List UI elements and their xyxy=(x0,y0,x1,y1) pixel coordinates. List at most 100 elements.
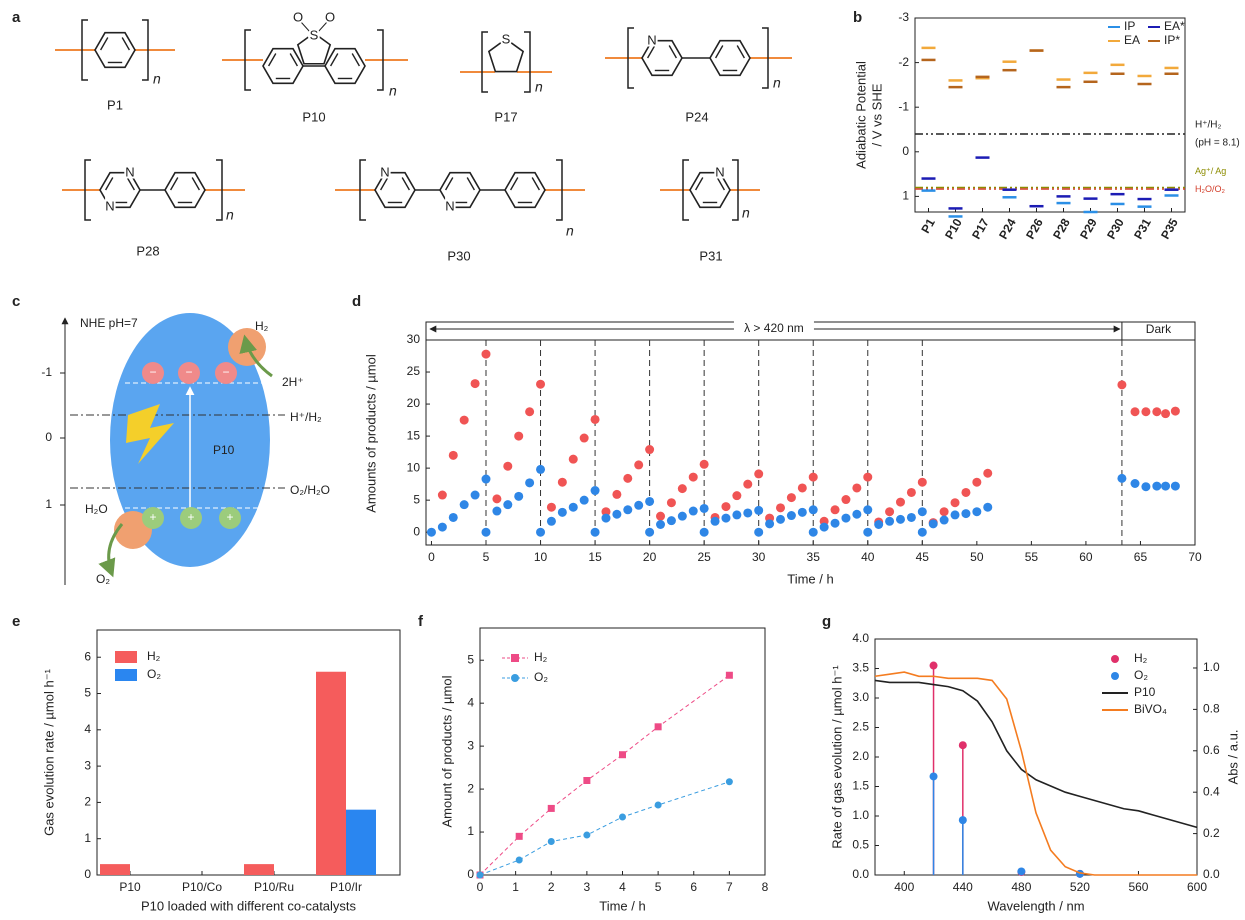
polymer-name: P1 xyxy=(107,97,123,112)
y-axis-label: Amount of products / µmol xyxy=(439,675,454,827)
y-axis-label: Amounts of products / µmol xyxy=(363,354,378,513)
point xyxy=(568,502,578,512)
point xyxy=(906,487,916,497)
point xyxy=(688,506,698,516)
ring xyxy=(296,32,332,65)
y-tick-label: -2 xyxy=(898,55,909,69)
electron-sign: − xyxy=(222,365,229,379)
axis-tick-label: -1 xyxy=(41,365,52,379)
hole-sign: + xyxy=(187,510,194,524)
double-bond xyxy=(289,53,299,67)
point xyxy=(906,512,916,522)
point xyxy=(448,450,458,460)
point xyxy=(623,505,633,515)
ring xyxy=(689,171,731,209)
x-axis-label: Wavelength / nm xyxy=(987,898,1084,913)
point xyxy=(808,527,818,537)
axis-tick-label: 1 xyxy=(45,497,52,511)
hole xyxy=(142,507,164,529)
point xyxy=(601,513,611,523)
x-tick-label: 70 xyxy=(1188,550,1202,564)
point xyxy=(808,472,818,482)
double-bond xyxy=(694,177,704,191)
point xyxy=(1161,481,1171,491)
point xyxy=(743,479,753,489)
y-tick-label: 3 xyxy=(467,738,474,752)
bracket xyxy=(732,159,739,221)
point xyxy=(786,493,796,503)
x-tick-label: 7 xyxy=(726,880,733,894)
x-tick-label: 50 xyxy=(970,550,984,564)
x-tick-label: 440 xyxy=(953,880,973,894)
point xyxy=(721,502,731,512)
x-tick-label: P17 xyxy=(969,216,992,242)
point xyxy=(568,454,578,464)
structure: n P24 N xyxy=(605,27,792,124)
double-bond xyxy=(509,177,519,191)
atom-label: N xyxy=(125,164,134,179)
y-tick-label: 2 xyxy=(467,781,474,795)
point xyxy=(765,519,775,529)
y-tick-label: 10 xyxy=(407,460,421,474)
point xyxy=(852,483,862,493)
x-axis-label: Time / h xyxy=(787,571,833,586)
so-bond xyxy=(300,21,311,33)
point xyxy=(950,510,960,520)
point xyxy=(688,472,698,482)
legend-label: IP* xyxy=(1164,33,1180,47)
electron xyxy=(178,362,200,384)
point xyxy=(437,490,447,500)
level-label: O₂/H₂O xyxy=(290,483,330,497)
point xyxy=(525,478,535,488)
point xyxy=(830,518,840,528)
x-tick-label: P29 xyxy=(1077,216,1100,242)
plot-frame xyxy=(914,17,1186,213)
x-tick-label: 65 xyxy=(1134,550,1148,564)
polymer-name: P10 xyxy=(302,109,325,124)
panel-label: a xyxy=(12,9,21,26)
point xyxy=(437,522,447,532)
y-tick-label: 20 xyxy=(407,396,421,410)
legend-marker xyxy=(1111,672,1119,680)
point xyxy=(841,513,851,523)
atom-label: N xyxy=(445,198,454,213)
legend-label: O₂ xyxy=(1134,668,1148,682)
plot-frame xyxy=(874,638,1198,876)
point xyxy=(917,527,927,537)
x-tick-label: P1 xyxy=(918,216,938,236)
legend-marker xyxy=(1111,655,1119,663)
level-label: H⁺/H₂ xyxy=(290,410,322,424)
legend-marker xyxy=(511,674,519,682)
point xyxy=(677,484,687,494)
point xyxy=(732,510,742,520)
marker xyxy=(547,837,555,845)
point xyxy=(623,473,633,483)
x-tick-label: P10 xyxy=(119,880,141,894)
point xyxy=(721,513,731,523)
y-tick-label: 1 xyxy=(902,189,909,203)
point xyxy=(852,509,862,519)
double-bond xyxy=(714,45,724,59)
y-tick-label: 0 xyxy=(467,867,474,881)
point xyxy=(885,507,895,517)
double-bond xyxy=(267,53,277,67)
point xyxy=(863,527,873,537)
bracket xyxy=(216,159,223,221)
chart-panel: b -3 -2 -1 0 1 Adiabatic Potential / V vs SHE H⁺… xyxy=(853,9,1240,242)
reference-label: Ag⁺/ Ag xyxy=(1195,166,1226,176)
point xyxy=(1170,481,1180,491)
point xyxy=(601,507,611,517)
double-bond xyxy=(99,37,109,51)
y-tick-label: 0.4 xyxy=(1203,784,1220,798)
x-tick-label: P10 xyxy=(942,216,965,242)
bar xyxy=(244,864,274,875)
ring xyxy=(262,47,304,85)
double-bond xyxy=(531,177,541,191)
atom-label: N xyxy=(715,164,724,179)
structure: n P17 S xyxy=(460,29,552,124)
y-tick-label: 4 xyxy=(84,722,91,736)
x-tick-label: 60 xyxy=(1079,550,1093,564)
bracket xyxy=(762,27,769,89)
point xyxy=(677,511,687,521)
y-tick-label: 5 xyxy=(84,686,91,700)
